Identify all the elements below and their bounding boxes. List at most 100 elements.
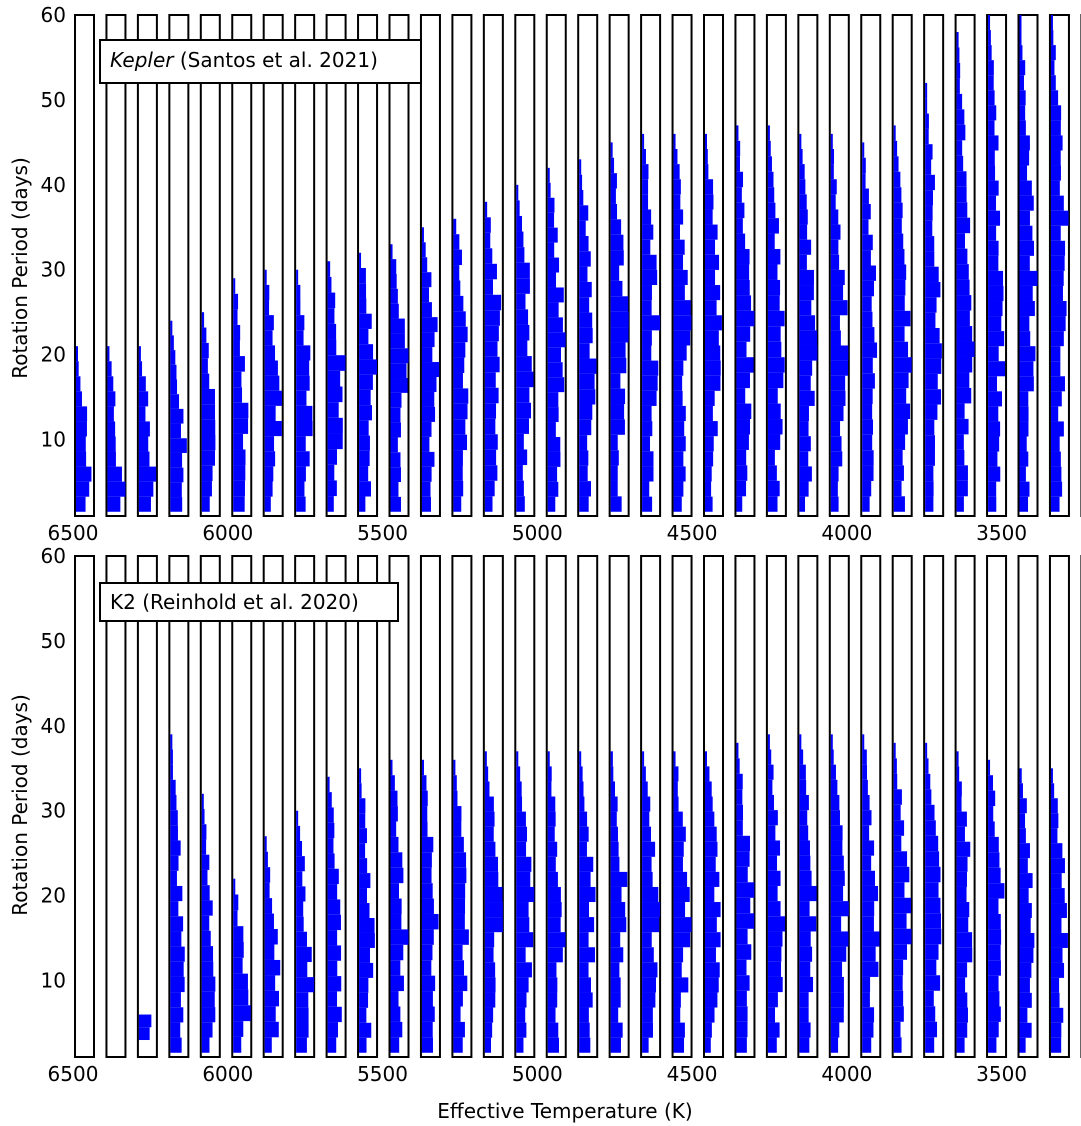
histogram-bar <box>736 465 748 481</box>
histogram-bar <box>799 254 807 270</box>
histogram-bar <box>547 1007 556 1023</box>
histogram-bar <box>1019 1022 1032 1038</box>
bin-6100 <box>199 555 221 1058</box>
histogram-bar <box>516 751 519 767</box>
histogram-bar <box>327 433 343 450</box>
histogram-bar <box>1050 180 1060 196</box>
histogram-bar <box>956 826 965 842</box>
bin-frame <box>514 14 536 517</box>
histogram-bar <box>516 418 530 434</box>
bin-4100 <box>828 555 850 1058</box>
histogram-bar <box>642 751 645 767</box>
histogram-bar <box>1019 240 1035 256</box>
histogram-bar <box>516 433 524 450</box>
histogram-bar <box>233 1036 242 1053</box>
histogram-bar <box>642 826 652 842</box>
histogram-bar <box>642 269 658 286</box>
bin-3400 <box>1048 555 1070 1058</box>
histogram-bar <box>296 871 303 887</box>
histogram-bar <box>453 867 467 884</box>
histogram-bar <box>421 1037 433 1053</box>
histogram-bar <box>1050 165 1061 181</box>
top-panel-y-axis-title: Rotation Period (days) <box>8 157 32 379</box>
histogram-bar <box>767 496 778 512</box>
histogram-bar <box>799 209 808 225</box>
histogram-bar <box>484 325 499 342</box>
histogram-bar <box>1019 391 1029 407</box>
histogram-bar <box>421 944 433 961</box>
histogram-bar <box>201 404 216 420</box>
histogram-bar <box>1019 270 1038 286</box>
histogram-bar <box>830 209 839 225</box>
histogram-bar <box>956 31 959 48</box>
histogram-bar <box>264 929 278 945</box>
bin-6400 <box>105 555 127 1058</box>
histogram-bar <box>862 234 873 251</box>
histogram-bar <box>484 992 496 1008</box>
histogram-bar <box>767 140 771 157</box>
histogram-bar <box>862 764 868 780</box>
histogram-bar <box>767 419 783 435</box>
histogram-bar <box>1019 346 1036 362</box>
histogram-bar <box>484 341 498 357</box>
histogram-bar <box>925 82 928 99</box>
histogram-bar <box>359 359 377 375</box>
histogram-bar <box>988 821 995 837</box>
histogram-bar <box>484 434 498 450</box>
histogram-bar <box>862 1007 875 1023</box>
histogram-bar <box>988 376 998 392</box>
histogram-bar <box>390 806 398 822</box>
histogram-bar <box>799 269 814 286</box>
histogram-bar <box>201 465 213 482</box>
histogram-bar <box>988 150 995 166</box>
histogram-bar <box>359 798 366 814</box>
histogram-bar <box>421 496 431 512</box>
histogram-bar <box>579 917 595 933</box>
histogram-bar <box>673 436 686 452</box>
histogram-bar <box>327 868 339 885</box>
histogram-bar <box>956 871 968 887</box>
histogram-bar <box>799 375 811 391</box>
histogram-bar <box>359 313 372 329</box>
histogram-bar <box>547 481 559 497</box>
histogram-bar <box>170 438 187 453</box>
histogram-bar <box>233 894 239 911</box>
histogram-bar <box>705 360 721 376</box>
histogram-bar <box>642 315 661 331</box>
histogram-bar <box>673 224 681 240</box>
histogram-bar <box>988 913 1001 930</box>
histogram-bar <box>767 264 778 280</box>
histogram-bar <box>642 902 661 918</box>
histogram-bar <box>484 902 503 918</box>
histogram-bar <box>736 434 749 450</box>
histogram-bar <box>925 866 941 883</box>
histogram-bar <box>893 233 904 250</box>
histogram-bar <box>264 1006 276 1022</box>
histogram-bar <box>925 1021 938 1038</box>
histogram-bar <box>484 826 494 842</box>
histogram-bar <box>956 449 965 466</box>
histogram-bar <box>705 148 708 165</box>
histogram-bar <box>579 251 591 267</box>
histogram-bar <box>642 436 651 452</box>
histogram-bar <box>233 418 249 434</box>
histogram-bar <box>956 47 960 63</box>
histogram-bar <box>327 884 338 900</box>
histogram-bar <box>579 481 592 497</box>
histogram-bar <box>925 297 937 313</box>
histogram-bar <box>642 856 652 872</box>
histogram-bar <box>579 465 588 482</box>
histogram-bar <box>327 386 343 403</box>
histogram-bar <box>138 376 146 392</box>
histogram-bar <box>547 871 558 887</box>
histogram-bar <box>1019 225 1033 241</box>
histogram-bar <box>453 372 463 389</box>
histogram-bar <box>579 159 582 175</box>
histogram-bar <box>956 796 962 812</box>
histogram-bar <box>610 219 622 235</box>
histogram-bar <box>453 898 466 914</box>
histogram-bar <box>862 157 866 174</box>
histogram-bar <box>1019 798 1027 814</box>
histogram-bar <box>799 916 817 932</box>
